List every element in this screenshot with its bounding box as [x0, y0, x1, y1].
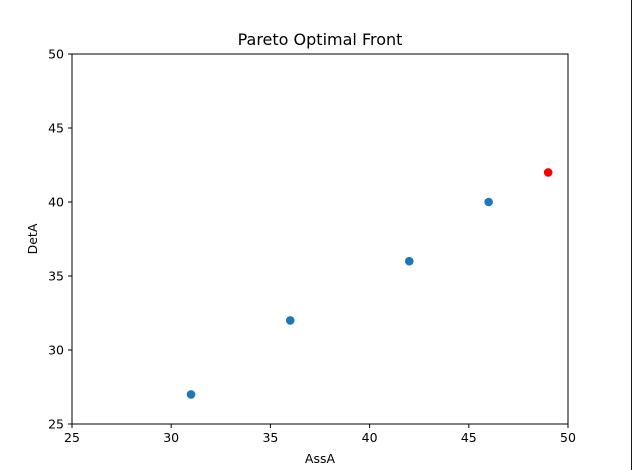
y-tick-label: 45: [48, 121, 64, 136]
chart-title: Pareto Optimal Front: [238, 30, 403, 49]
window-edge-divider: [631, 0, 632, 470]
y-tick-label: 40: [48, 195, 64, 210]
y-tick-label: 35: [48, 269, 64, 284]
y-tick-label: 25: [48, 417, 64, 432]
x-tick-label: 30: [163, 430, 179, 445]
y-axis-ticks: 25 30 35 40 45 50: [48, 47, 72, 432]
x-axis-ticks: 25 30 35 40 45 50: [64, 424, 576, 445]
data-point: [404, 256, 414, 266]
x-tick-label: 35: [262, 430, 278, 445]
x-tick-label: 50: [560, 430, 576, 445]
data-point: [484, 197, 493, 207]
x-tick-label: 40: [362, 430, 378, 445]
data-points: [186, 168, 553, 399]
y-tick-label: 30: [48, 343, 64, 358]
y-axis-label: DetA: [25, 223, 40, 254]
x-tick-label: 45: [461, 430, 477, 445]
x-tick-label: 25: [64, 430, 80, 445]
highlighted-data-point: [543, 168, 553, 177]
data-point: [285, 316, 295, 325]
y-tick-label: 50: [48, 47, 64, 62]
plot-area-frame: [71, 53, 569, 425]
x-axis-label: AssA: [305, 451, 336, 466]
data-point: [186, 390, 196, 399]
